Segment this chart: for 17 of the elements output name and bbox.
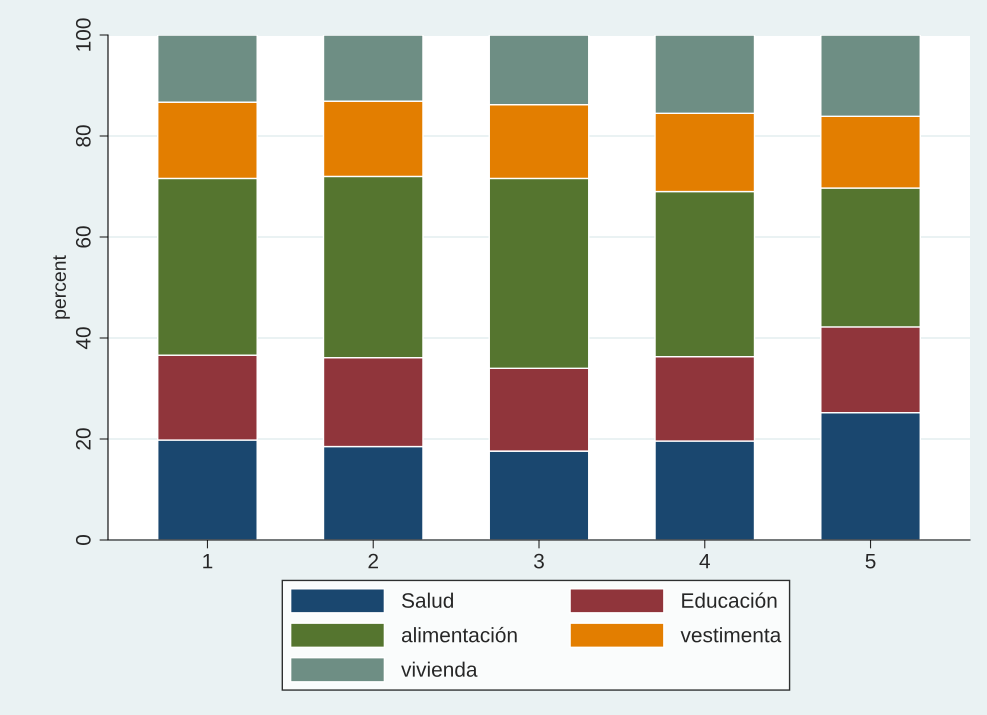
legend-label: alimentación — [402, 626, 517, 642]
y-tick-label: 0 — [76, 535, 91, 545]
y-axis-title: percent — [53, 255, 70, 319]
x-tick-label: 1 — [203, 554, 212, 568]
x-tick-label: 3 — [534, 554, 544, 568]
y-tick-label: 100 — [76, 18, 91, 51]
x-tick-label: 5 — [866, 554, 876, 568]
x-tick-label: 4 — [699, 554, 710, 568]
y-tick-label: 60 — [76, 226, 91, 248]
y-tick-label: 20 — [76, 428, 91, 450]
x-tick-label: 2 — [368, 554, 378, 568]
legend-label: vestimenta — [680, 627, 782, 642]
legend-label: vivienda — [401, 662, 478, 677]
legend-label: Educación — [682, 592, 776, 608]
legend-label: Salud — [402, 592, 453, 608]
y-tick-label: 80 — [76, 125, 91, 147]
y-tick-label: 40 — [76, 327, 91, 350]
